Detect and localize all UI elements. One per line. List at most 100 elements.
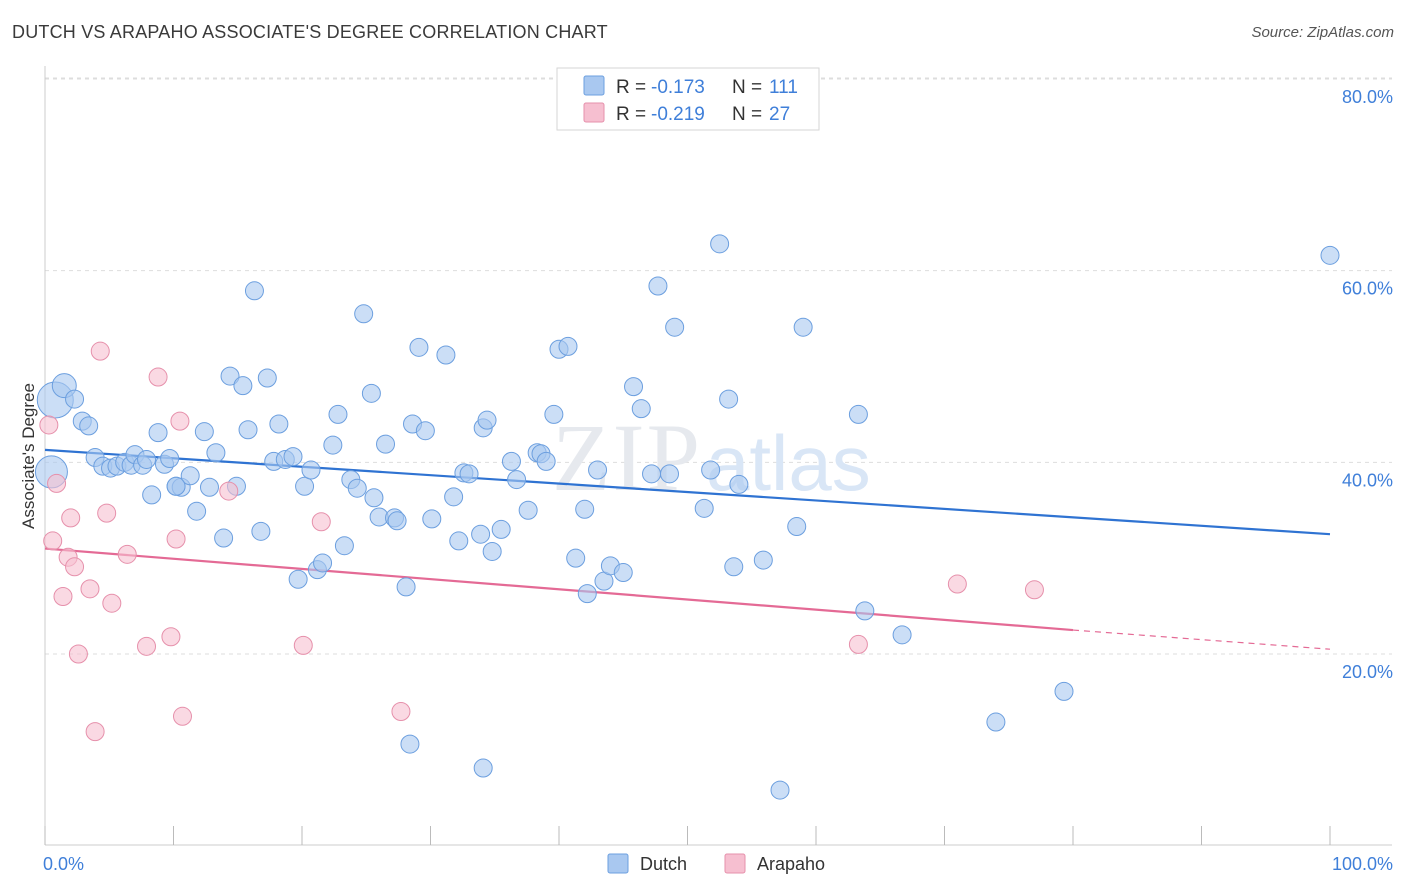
dutch-point-95 [719,389,739,409]
dutch-point-3 [65,389,85,409]
dutch-point-64 [459,464,479,484]
chart-title: DUTCH VS ARAPAHO ASSOCIATE'S DEGREE CORR… [12,22,608,42]
arapaho-point-11 [97,503,117,523]
legend-r-label-dutch: R = [616,77,646,98]
arapaho-point-26 [1024,580,1044,600]
dutch-point-16 [148,423,168,443]
dutch-point-5 [79,416,99,436]
dutch-point-31 [244,281,264,301]
dutch-point-59 [422,509,442,529]
axes [44,66,1392,846]
arapaho-point-16 [161,627,181,647]
dutch-point-85 [613,563,633,583]
dutch-point-37 [283,447,303,467]
dutch-point-43 [323,435,343,455]
legend-swatch-dutch [583,75,605,96]
bottom-legend-swatch-arapaho [724,853,746,874]
y-tick-label-40: 40.0% [1342,470,1393,490]
dutch-point-99 [787,517,807,537]
dutch-point-42 [313,553,333,573]
dutch-point-106 [770,780,790,800]
dutch-point-89 [648,276,668,296]
dutch-point-21 [180,466,200,486]
dutch-point-80 [575,499,595,519]
dutch-point-14 [137,449,157,469]
dutch-point-82 [588,460,608,480]
watermark-zip: ZIP [552,404,702,511]
legend-n-label-dutch: N = [732,77,762,98]
dutch-point-33 [257,368,277,388]
dutch-point-57 [409,337,429,357]
dutch-point-23 [194,422,214,442]
dutch-point-97 [729,474,749,494]
dutch-point-38 [288,569,308,589]
dutch-point-45 [334,536,354,556]
y-axis-label: Associate's Degree [19,383,38,529]
dutch-point-91 [665,317,685,337]
dutch-point-108 [1054,681,1074,701]
arapaho-point-22 [311,512,331,532]
dutch-point-47 [347,478,367,498]
arapaho-point-25 [947,574,967,594]
grid-lines [45,77,1392,655]
dutch-point-61 [444,487,464,507]
dutch-point-78 [558,336,578,356]
arapaho-point-15 [148,367,168,387]
dutch-point-26 [214,528,234,548]
dutch-point-71 [507,470,527,490]
arapaho-point-24 [848,634,868,654]
bottom-legend-label-arapaho: Arapaho [757,854,825,874]
dutch-point-107 [986,712,1006,732]
dutch-point-98 [753,550,773,570]
arapaho-point-14 [137,636,157,656]
dutch-point-39 [295,476,315,496]
dutch-point-30 [238,420,258,440]
dutch-point-104 [400,734,420,754]
bottom-legend-label-dutch: Dutch [640,854,687,874]
dutch-point-76 [544,404,564,424]
watermark-atlas: atlas [706,419,871,507]
x-tick-label-0: 0.0% [43,854,84,874]
legend-n-value-arapaho: 27 [769,104,790,125]
arapaho-point-1 [43,531,63,551]
dutch-point-52 [376,434,396,454]
dutch-point-29 [233,376,253,396]
data-points [34,234,1340,800]
dutch-point-32 [251,521,271,541]
dutch-point-96 [724,557,744,577]
dutch-point-109 [1320,245,1340,265]
dutch-point-22 [187,501,207,521]
arapaho-point-9 [85,722,105,742]
arapaho-trend-extension [1072,629,1331,650]
arapaho-point-10 [90,341,110,361]
dutch-point-40 [301,460,321,480]
dutch-point-48 [354,304,374,324]
arapaho-point-5 [61,508,81,528]
dutch-point-69 [491,519,511,539]
dutch-point-81 [577,584,597,604]
dutch-point-93 [701,460,721,480]
dutch-point-27 [220,366,240,386]
trend-lines [44,448,1331,650]
arapaho-point-17 [166,529,186,549]
legend-r-value-dutch: -0.173 [651,77,705,98]
arapaho-point-3 [53,587,73,606]
arapaho-point-2 [47,473,67,493]
dutch-point-94 [710,234,730,254]
arapaho-point-13 [117,544,137,564]
dutch-point-25 [206,443,226,463]
dutch-point-100 [793,317,813,337]
legend-n-label-arapaho: N = [732,104,762,125]
dutch-point-67 [477,410,497,430]
arapaho-point-23 [391,702,411,721]
legend-r-label-arapaho: R = [616,104,646,125]
dutch-point-110 [166,476,186,496]
dutch-trend-line [44,448,1331,536]
bottom-legend-swatch-dutch [607,853,629,874]
arapaho-point-12 [102,593,122,613]
dutch-point-68 [482,541,502,561]
dutch-point-35 [269,414,289,434]
arapaho-point-21 [293,635,313,655]
dutch-point-102 [855,601,875,621]
dutch-point-86 [624,377,644,397]
